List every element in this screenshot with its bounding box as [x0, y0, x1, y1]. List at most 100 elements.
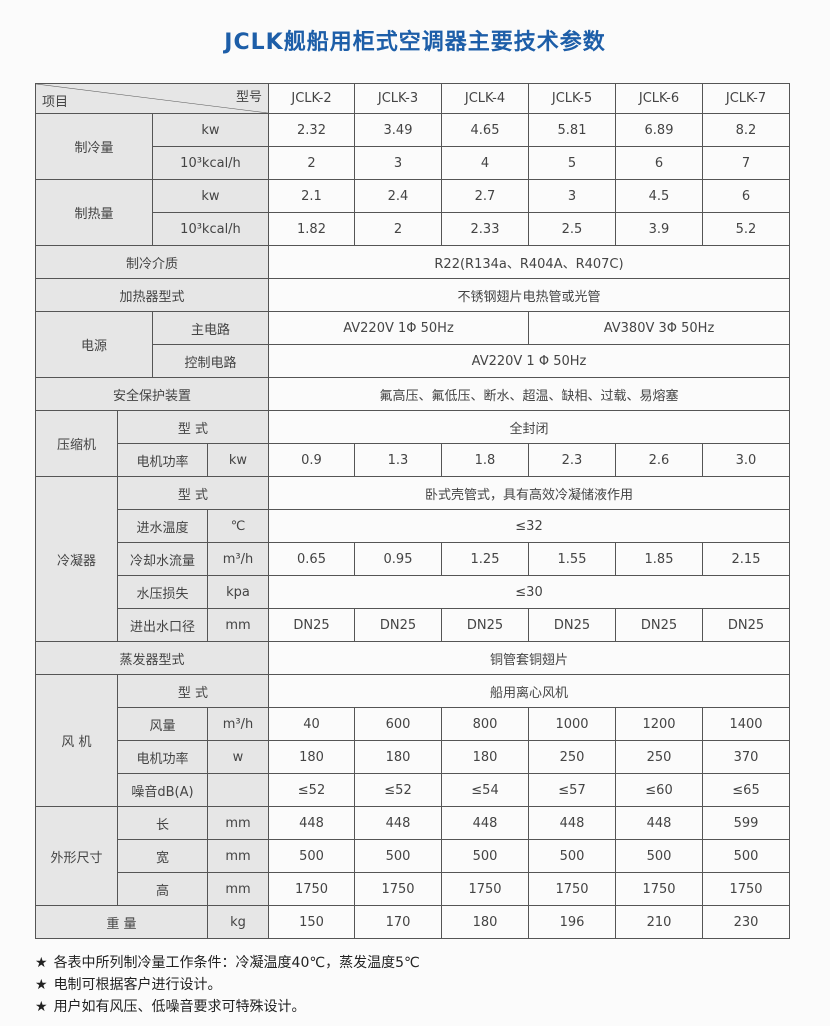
value-cell: 不锈钢翅片电热管或光管 [268, 278, 790, 312]
row-label-cell: 进水温度 [117, 509, 208, 543]
value-cell: 210 [615, 905, 703, 939]
row-label-cell: 噪音dB(A) [117, 773, 208, 807]
row-label-cell: 型 式 [117, 410, 269, 444]
row-label-cell: 外形尺寸 [35, 806, 118, 906]
value-cell: 448 [441, 806, 529, 840]
row-label-cell: 重 量 [35, 905, 208, 939]
row-label-cell: 10³kcal/h [152, 212, 269, 246]
table-row: 制冷介质 R22(R134a、R404A、R407C) [35, 245, 790, 279]
row-label-cell: 主电路 [152, 311, 269, 345]
value-cell: 1.82 [268, 212, 355, 246]
value-cell: 全封闭 [268, 410, 790, 444]
table-row: 噪音dB(A) ≤52 ≤52 ≤54 ≤57 ≤60 ≤65 [36, 773, 790, 807]
table-row: 风 机型 式船用离心风机 [35, 674, 790, 807]
row-label-cell: 蒸发器型式 [35, 641, 269, 675]
row-label-cell: 风 机 [35, 674, 118, 807]
model-header-jclk-2: JCLK-2 [268, 83, 355, 114]
value-cell: 2.4 [354, 179, 442, 213]
value-cell: DN25 [441, 608, 529, 642]
table-row: 10³kcal/h 1.82 2 2.33 2.5 3.9 5.2 [36, 212, 790, 246]
value-cell: 448 [354, 806, 442, 840]
table-row: 进出水口径 mm DN25 DN25 DN25 DN25 DN25 DN25 [36, 608, 790, 642]
value-cell: 2.33 [441, 212, 529, 246]
value-cell: 2.1 [268, 179, 355, 213]
value-cell: 180 [354, 740, 442, 774]
value-cell: 0.95 [354, 542, 442, 576]
value-cell: AV220V 1Φ 50Hz [268, 311, 529, 345]
row-label-cell: w [207, 740, 269, 774]
note-item: ★ 各表中所列制冷量工作条件：冷凝温度40℃，蒸发温度5℃ [35, 952, 420, 974]
value-cell: 1750 [441, 872, 529, 906]
value-cell: 250 [615, 740, 703, 774]
value-cell: DN25 [528, 608, 616, 642]
value-cell: 150 [268, 905, 355, 939]
row-label-cell: m³/h [207, 542, 269, 576]
value-cell: 40 [268, 707, 355, 741]
row-label-cell: 型 式 [117, 476, 269, 510]
value-cell: 448 [615, 806, 703, 840]
value-cell: 1750 [354, 872, 442, 906]
value-cell: 6 [702, 179, 790, 213]
value-cell: 250 [528, 740, 616, 774]
value-cell: ≤60 [615, 773, 703, 807]
row-label-cell: kw [207, 443, 269, 477]
note-item: ★ 电制可根据客户进行设计。 [35, 974, 420, 996]
value-cell: 3.49 [354, 113, 442, 147]
row-label-cell: 进出水口径 [117, 608, 208, 642]
value-cell: DN25 [615, 608, 703, 642]
value-cell: AV220V 1 Φ 50Hz [268, 344, 790, 378]
value-cell: 1750 [702, 872, 790, 906]
row-label-cell: 安全保护装置 [35, 377, 269, 411]
value-cell: 2.7 [441, 179, 529, 213]
value-cell: 3 [354, 146, 442, 180]
value-cell: DN25 [354, 608, 442, 642]
row-label-cell: kpa [207, 575, 269, 609]
item-header-label: 项目 [42, 95, 69, 110]
note-text: 各表中所列制冷量工作条件：冷凝温度40℃，蒸发温度5℃ [53, 955, 420, 971]
header-row: 项目 型号 JCLK-2 JCLK-3 JCLK-4 JCLK-5 JCLK-6 JCLK… [35, 83, 790, 114]
value-cell: 氟高压、氟低压、断水、超温、缺相、过载、易熔塞 [268, 377, 790, 411]
row-label-cell: 宽 [117, 839, 208, 873]
table-row: 安全保护装置 氟高压、氟低压、断水、超温、缺相、过载、易熔塞 [35, 377, 790, 411]
row-label-cell: 电源 [35, 311, 153, 378]
value-cell: 3.0 [702, 443, 790, 477]
row-label-cell: mm [207, 806, 269, 840]
model-header-jclk-3: JCLK-3 [354, 83, 442, 114]
value-cell: 4.65 [441, 113, 529, 147]
value-cell: DN25 [702, 608, 790, 642]
value-cell: 铜管套铜翅片 [268, 641, 790, 675]
model-header-label: 型号 [235, 90, 262, 105]
star-bullet-icon: ★ [35, 999, 48, 1015]
value-cell: 2.5 [528, 212, 616, 246]
table-row: 水压损失 kpa ≤30 [36, 575, 790, 609]
value-cell: ≤57 [528, 773, 616, 807]
value-cell: ≤52 [268, 773, 355, 807]
value-cell: 2 [268, 146, 355, 180]
row-label-cell: 风量 [117, 707, 208, 741]
value-cell: 2.6 [615, 443, 703, 477]
table-row: 外形尺寸长 mm 448 448 448 448 448 599 [35, 806, 790, 906]
table-row: 压缩机型 式全封闭 [35, 410, 790, 477]
value-cell: 1200 [615, 707, 703, 741]
value-cell: ≤30 [268, 575, 790, 609]
row-label-cell: mm [207, 608, 269, 642]
table-row: 蒸发器型式 铜管套铜翅片 [35, 641, 790, 675]
value-cell: 500 [441, 839, 529, 873]
value-cell: 1750 [268, 872, 355, 906]
value-cell: 1.25 [441, 542, 529, 576]
model-header-jclk-4: JCLK-4 [441, 83, 529, 114]
value-cell: ≤54 [441, 773, 529, 807]
value-cell: 448 [268, 806, 355, 840]
row-label-cell: kw [152, 113, 269, 147]
table-row: 风量 m³/h 40 600 800 1000 1200 1400 [36, 707, 790, 741]
row-label-cell: 10³kcal/h [152, 146, 269, 180]
note-text: 用户如有风压、低噪音要求可特殊设计。 [53, 999, 306, 1015]
value-cell: 500 [702, 839, 790, 873]
value-cell: 6 [615, 146, 703, 180]
value-cell: 500 [268, 839, 355, 873]
table-row: 电机功率 kw 0.9 1.3 1.8 2.3 2.6 3.0 [36, 443, 790, 477]
value-cell: 500 [528, 839, 616, 873]
star-bullet-icon: ★ [35, 977, 48, 993]
value-cell: ≤32 [268, 509, 790, 543]
row-label-cell: kg [207, 905, 269, 939]
